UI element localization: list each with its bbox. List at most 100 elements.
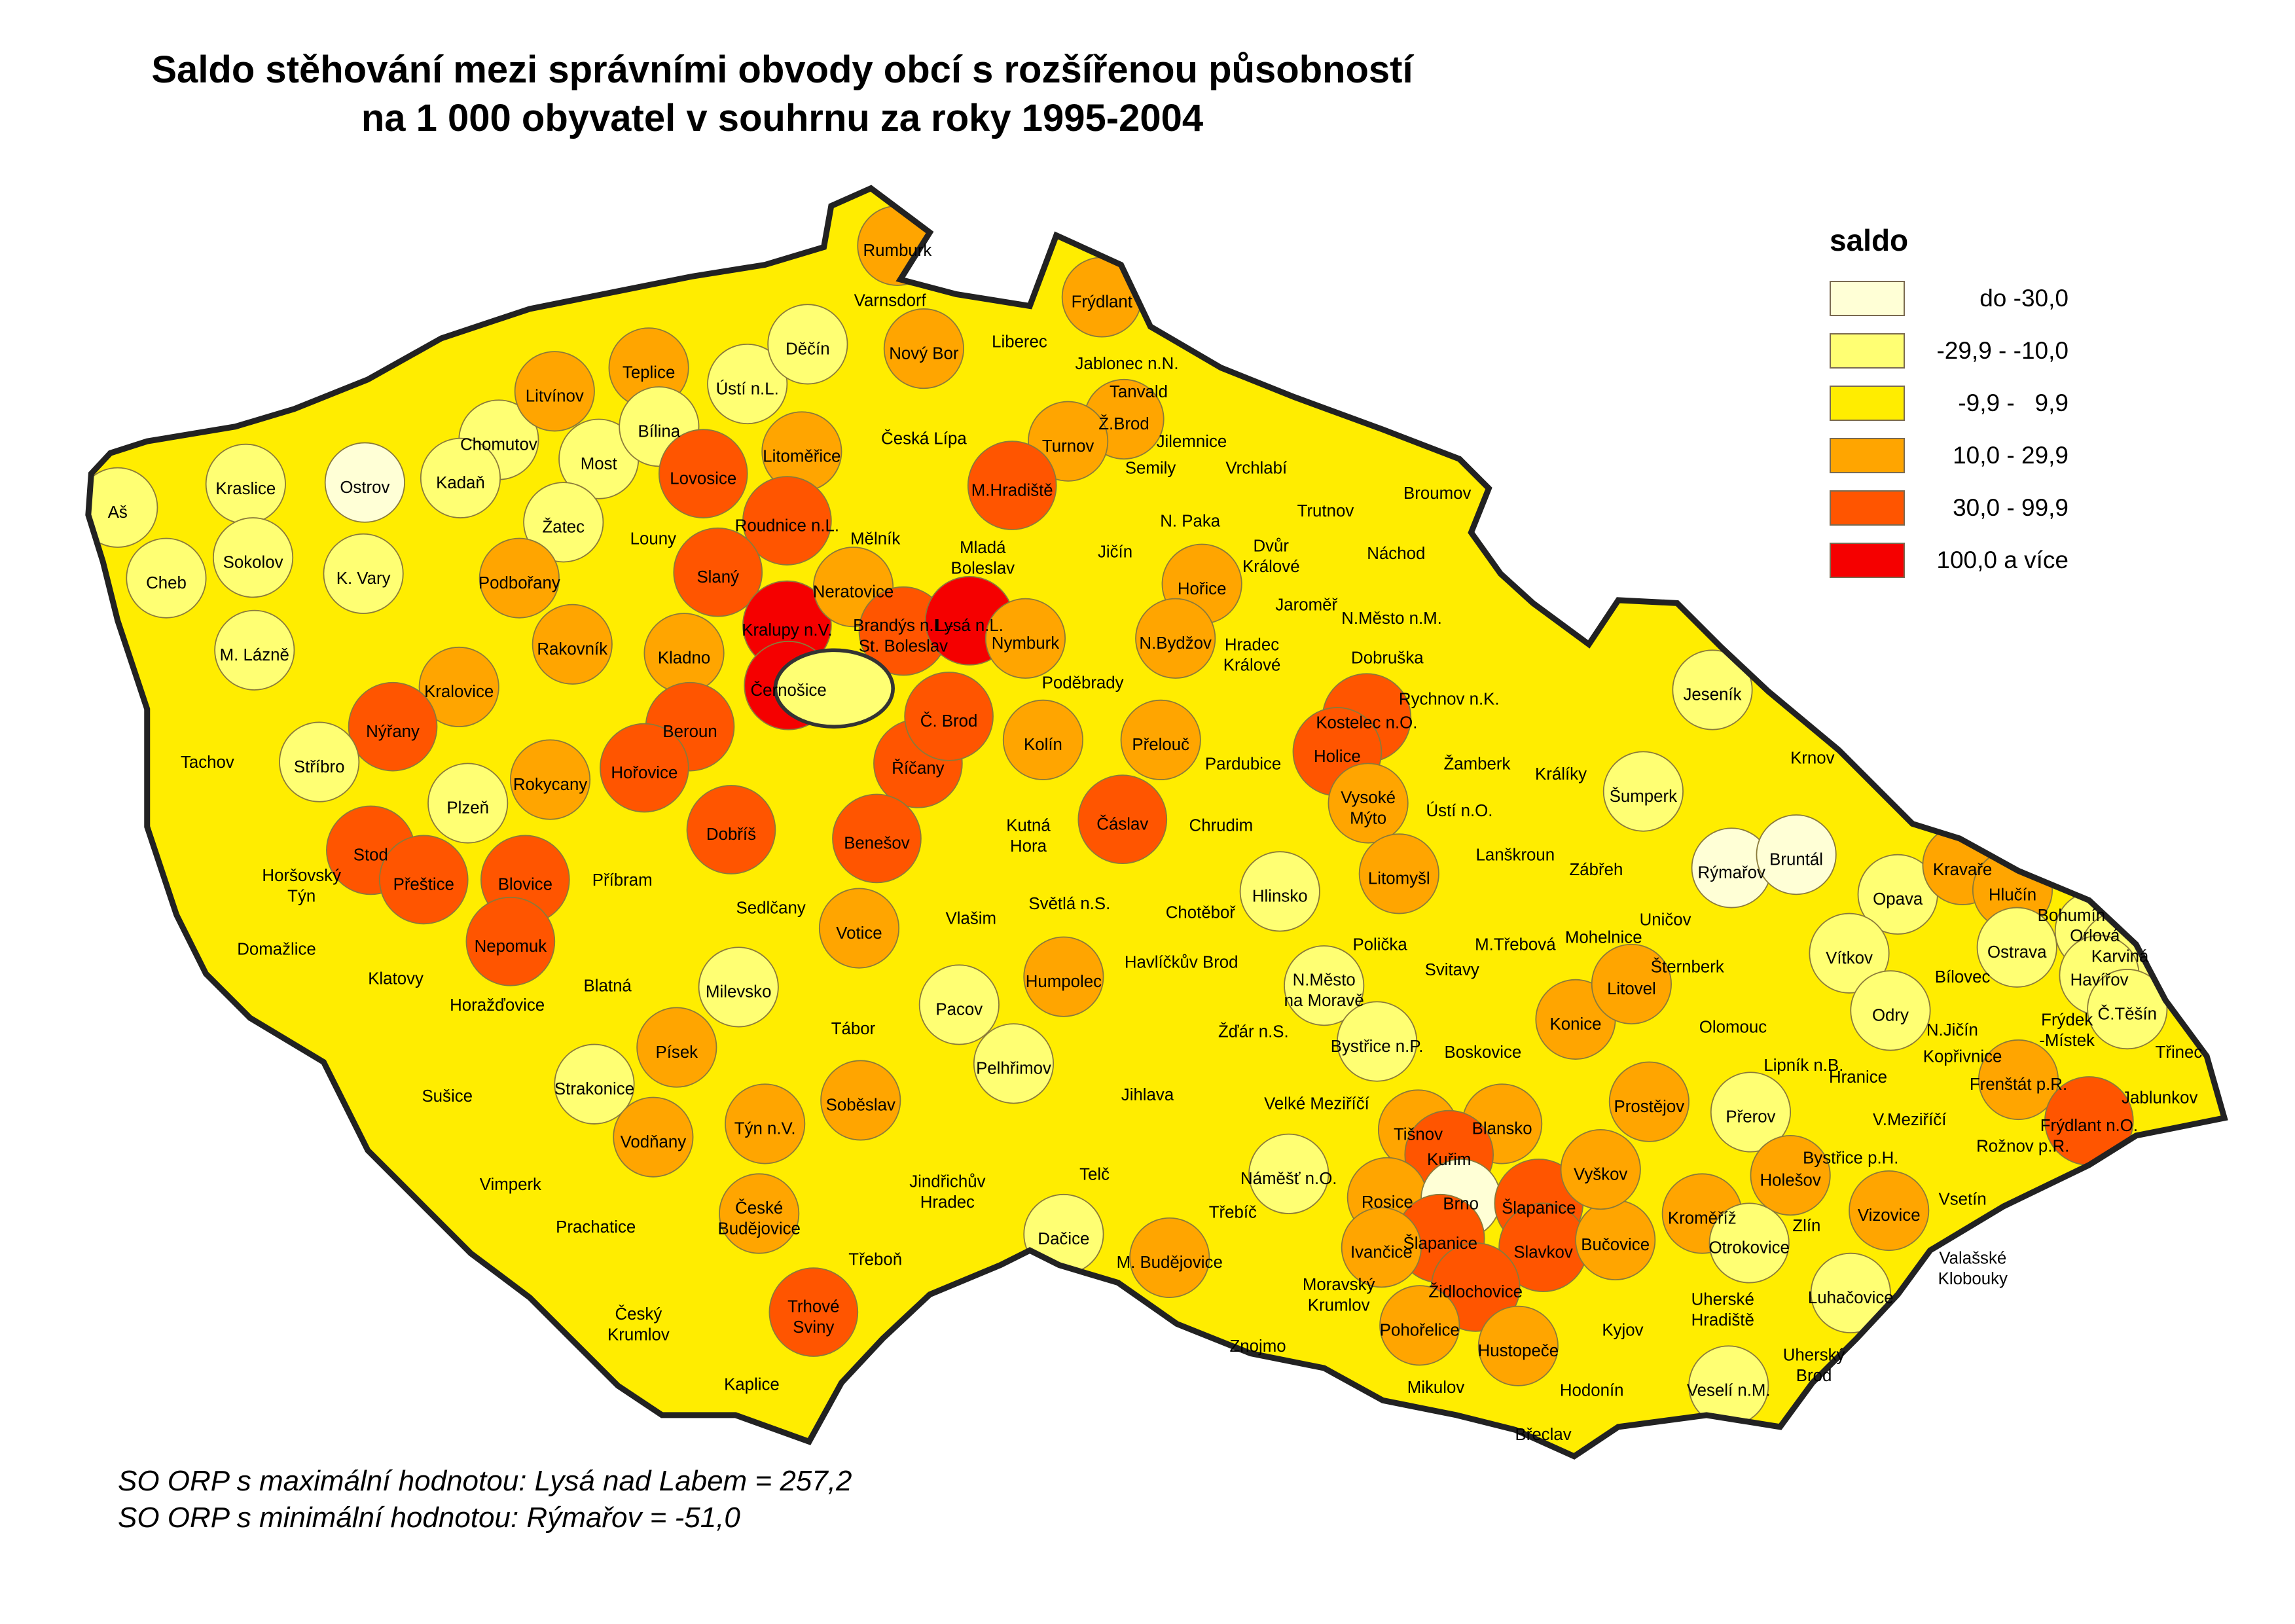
region-label: N.Bydžov [1139, 634, 1212, 653]
region-label: Pohořelice [1380, 1322, 1460, 1340]
country-border [85, 185, 2228, 1460]
region-area [725, 1083, 806, 1164]
region-label: Brno [1443, 1195, 1479, 1213]
region-label: Rokycany [513, 776, 587, 794]
region-label: Holešov [1760, 1171, 1820, 1189]
region-label: Semily [1125, 460, 1176, 478]
region-label: Rožnov p.R. [1976, 1138, 2069, 1156]
region-label: M.Třebová [1475, 936, 1556, 954]
region-label: Sedlčany [736, 899, 806, 918]
region-label: Jablunkov [2122, 1089, 2197, 1107]
region-label: Šlapanice [1403, 1234, 1477, 1253]
region-area [465, 896, 556, 986]
region-label: Konice [1550, 1015, 1602, 1034]
region-label: Kuřim [1427, 1151, 1471, 1169]
region-label: Říčany [892, 759, 944, 778]
region-area [1710, 1072, 1792, 1153]
map-title: Saldo stěhování mezi správními obvody ob… [0, 46, 1564, 143]
region-area [1602, 751, 1684, 832]
region-label: Jablonec n.N. [1075, 355, 1179, 373]
region-label: Frýdek -Místek [2039, 1011, 2095, 1049]
legend-item: do -30,0 [1830, 272, 2069, 325]
legend-item: -29,9 - -10,0 [1830, 325, 2069, 377]
region-label: Pardubice [1205, 755, 1281, 773]
region-label: Ústí n.L. [716, 379, 779, 398]
region-label: Jihlava [1121, 1086, 1174, 1104]
region-label: Kravaře [1933, 861, 1992, 879]
region-label: Náchod [1367, 545, 1425, 563]
region-label: Písek [656, 1043, 698, 1062]
region-label: Lanškroun [1476, 846, 1555, 865]
region-label: Hradec Králové [1223, 636, 1281, 674]
region-label: Blatná [584, 977, 632, 996]
region-area [324, 442, 405, 523]
region-label: Stod [353, 846, 388, 865]
region-label: Hlinsko [1252, 888, 1308, 906]
region-area [1120, 699, 1201, 780]
region-area [523, 482, 604, 563]
region-label: Č.Těšín [2098, 1004, 2157, 1023]
region-area [554, 1043, 635, 1125]
region-label: Kaplice [724, 1376, 780, 1394]
region-label: Litomyšl [1368, 870, 1430, 888]
region-area [214, 609, 295, 691]
region-label: Šternberk [1651, 957, 1724, 976]
region-label: Kladno [658, 649, 710, 668]
region-label: N.Město na Moravě [1284, 971, 1364, 1010]
title-line-1: Saldo stěhování mezi správními obvody ob… [151, 48, 1413, 91]
region-label: Pacov [935, 1001, 983, 1019]
region-label: Dačice [1038, 1230, 1089, 1248]
region-label: Žatec [542, 518, 585, 537]
region-area [323, 533, 404, 615]
region-label: Kostelec n.O. [1316, 713, 1417, 732]
region-label: Slaný [696, 568, 739, 586]
region-area [707, 343, 788, 425]
region-label: Nový Bor [889, 344, 959, 363]
region-area [1608, 1061, 1690, 1142]
region-label: Hranice [1829, 1068, 1887, 1087]
legend-swatch [1830, 281, 1905, 316]
region-area [126, 537, 207, 619]
region-label: Jaroměř [1275, 596, 1338, 615]
region-label: Ž.Brod [1098, 414, 1149, 433]
region-label: Mohelnice [1565, 929, 1642, 947]
region-label: Nepomuk [475, 937, 547, 956]
region-label: Zábřeh [1570, 861, 1623, 879]
region-area [1809, 912, 1890, 994]
region-label: Znojmo [1229, 1337, 1286, 1356]
region-label: Dobříš [706, 825, 756, 844]
region-label: Telč [1079, 1165, 1110, 1183]
region-area [348, 681, 438, 772]
region-area [1976, 907, 2057, 988]
region-label: K. Vary [336, 569, 391, 588]
region-area [613, 1096, 694, 1178]
region-label: Mělník [850, 530, 900, 548]
region-label: Lysá n.L. [935, 617, 1003, 635]
region-label: M. Lázně [220, 646, 289, 664]
region-label: Česká Lípa [881, 429, 967, 448]
region-label: Turnov [1042, 437, 1094, 456]
region-label: Ostrov [340, 478, 389, 497]
legend-item: -9,9 - 9,9 [1830, 377, 2069, 429]
region-label: M.Hradiště [971, 481, 1053, 499]
region-label: Chotěboř [1166, 903, 1237, 922]
region-area [1248, 1133, 1329, 1214]
region-label: Hořovice [611, 764, 678, 782]
region-label: Krnov [1790, 749, 1835, 767]
region-label: Benešov [844, 835, 910, 853]
region-label: Kralovice [424, 683, 494, 701]
region-label: Vodňany [621, 1133, 687, 1151]
region-label: Prostějov [1614, 1098, 1685, 1116]
region-label: Olomouc [1699, 1019, 1767, 1037]
region-area [719, 1173, 800, 1254]
region-area [420, 437, 501, 518]
region-label: Dobruška [1351, 649, 1424, 668]
region-label: Karviná [2091, 948, 2149, 966]
region-label: Horažďovice [450, 996, 545, 1015]
region-label: Židlochovice [1428, 1282, 1523, 1301]
region-label: Poděbrady [1042, 674, 1124, 693]
region-label: Litovel [1607, 980, 1656, 998]
region-label: Tábor [831, 1020, 876, 1038]
legend: saldo do -30,0 -29,9 - -10,0 -9,9 - 9,9 10,… [1830, 223, 2069, 586]
region-label: České Budějovice [717, 1199, 800, 1238]
